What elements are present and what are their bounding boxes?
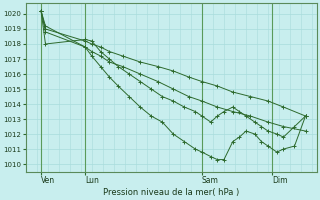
X-axis label: Pression niveau de la mer( hPa ): Pression niveau de la mer( hPa ): [103, 188, 239, 197]
